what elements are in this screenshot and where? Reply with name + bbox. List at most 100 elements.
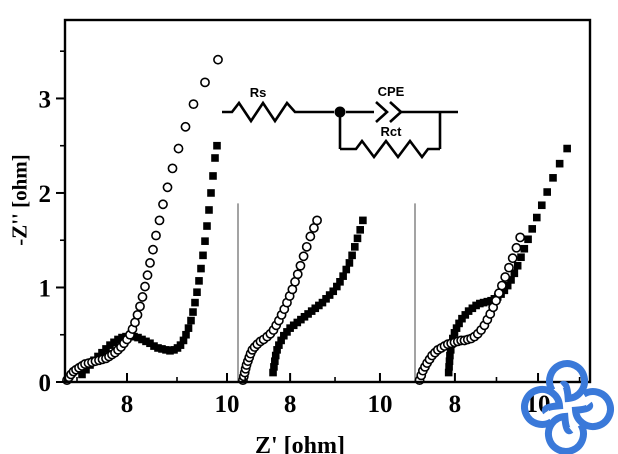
circle-marker xyxy=(145,258,155,268)
square-marker xyxy=(549,174,557,182)
square-marker xyxy=(528,225,537,233)
square-marker xyxy=(118,333,126,342)
circle-marker xyxy=(142,270,153,281)
square-marker xyxy=(138,335,146,344)
x-tick-label: 8 xyxy=(284,391,297,418)
square-marker xyxy=(82,365,90,374)
circle-marker xyxy=(140,281,150,292)
square-marker xyxy=(517,253,525,262)
square-marker xyxy=(275,341,283,349)
square-marker xyxy=(176,341,185,349)
circle-marker xyxy=(158,199,168,210)
circle-marker xyxy=(167,163,178,174)
square-marker xyxy=(162,346,170,354)
square-marker xyxy=(520,244,529,253)
square-marker xyxy=(203,222,211,230)
square-marker xyxy=(446,351,454,360)
circle-marker xyxy=(301,241,312,252)
square-marker xyxy=(445,357,454,366)
square-marker xyxy=(356,226,364,234)
rs-resistor xyxy=(222,100,334,124)
square-marker xyxy=(184,324,193,332)
x-tick-label: 10 xyxy=(215,391,240,418)
square-marker xyxy=(187,316,195,325)
square-marker xyxy=(444,368,453,377)
logo-ring-top xyxy=(546,360,589,403)
square-marker xyxy=(271,351,280,360)
square-marker xyxy=(211,154,219,162)
square-marker xyxy=(182,330,190,339)
square-marker xyxy=(351,243,359,251)
circle-marker xyxy=(148,244,158,255)
square-marker xyxy=(213,141,221,150)
square-marker xyxy=(348,251,356,260)
circle-marker xyxy=(305,231,316,242)
x-tick-label: 8 xyxy=(121,391,134,418)
square-marker xyxy=(329,287,338,296)
square-marker xyxy=(333,282,341,291)
square-marker xyxy=(563,144,571,153)
y-axis-title: -Z'' [ohm] xyxy=(7,154,32,246)
circle-marker xyxy=(173,143,184,154)
square-marker xyxy=(450,329,459,337)
square-marker xyxy=(114,335,122,344)
square-marker xyxy=(269,368,277,377)
square-marker xyxy=(201,237,209,245)
circle-marker xyxy=(504,262,514,273)
square-marker xyxy=(205,206,213,214)
square-marker xyxy=(273,346,281,354)
square-marker xyxy=(277,336,285,345)
square-marker xyxy=(503,281,512,290)
square-marker xyxy=(336,278,344,286)
logo-ring-right xyxy=(571,388,614,431)
logo-ring-left xyxy=(521,385,564,428)
square-marker xyxy=(342,265,351,274)
circle-marker xyxy=(200,77,210,88)
square-marker xyxy=(193,288,201,297)
square-marker xyxy=(445,363,453,371)
circle-marker xyxy=(213,54,223,65)
square-marker xyxy=(146,339,154,348)
series-filled-squares-panel-2 xyxy=(269,216,367,377)
square-marker xyxy=(524,235,532,244)
square-marker xyxy=(150,342,158,350)
series-filled-squares-panel-1 xyxy=(78,141,221,379)
circle-marker xyxy=(151,230,161,241)
rct-resistor xyxy=(340,138,440,160)
square-marker xyxy=(134,333,142,342)
cpe-label: CPE xyxy=(378,84,405,99)
circle-marker xyxy=(500,272,511,282)
square-marker xyxy=(158,345,166,353)
x-axis-title: Z' [ohm] xyxy=(255,433,345,454)
square-marker xyxy=(78,370,86,379)
square-marker xyxy=(189,308,197,316)
circle-marker xyxy=(298,251,309,262)
y-tick-label: 1 xyxy=(39,275,52,302)
square-marker xyxy=(455,319,463,328)
square-marker xyxy=(102,345,110,353)
x-tick-label: 10 xyxy=(367,391,392,418)
circle-marker xyxy=(132,309,143,320)
rct-label: Rct xyxy=(381,124,403,139)
plot-border xyxy=(63,18,592,384)
series-open-circles-panel-1 xyxy=(62,54,223,386)
circle-marker xyxy=(496,280,507,291)
square-marker xyxy=(500,286,509,295)
square-marker xyxy=(98,348,106,357)
series-open-circles-panel-2 xyxy=(238,215,322,386)
square-marker xyxy=(555,159,564,168)
square-marker xyxy=(142,337,150,346)
y-tick-label: 2 xyxy=(39,181,52,208)
circle-marker xyxy=(515,232,526,243)
circle-marker xyxy=(154,215,165,226)
square-marker xyxy=(270,363,278,371)
square-marker xyxy=(197,264,205,273)
square-marker xyxy=(446,346,455,354)
circle-marker xyxy=(137,292,148,302)
y-tick-label: 0 xyxy=(39,370,52,397)
rs-label: Rs xyxy=(250,85,267,100)
square-marker xyxy=(191,298,199,307)
square-marker xyxy=(154,344,162,352)
cpe-chevron-1 xyxy=(375,101,389,123)
